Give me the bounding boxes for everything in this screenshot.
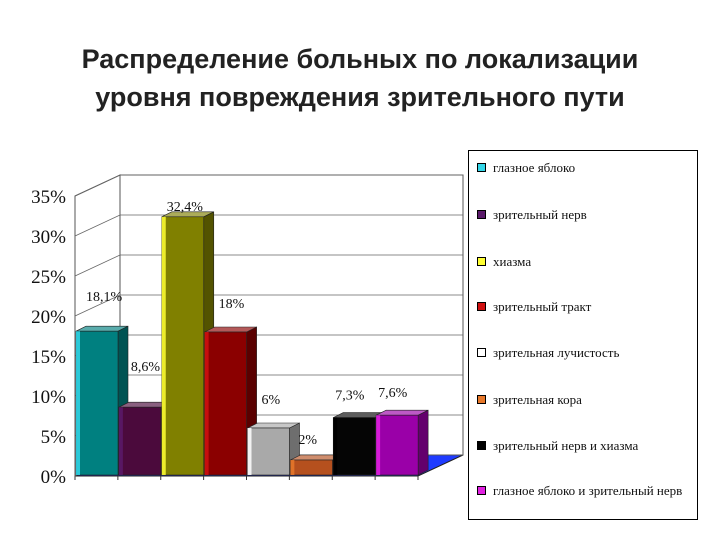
bar-highlight xyxy=(333,417,338,475)
bar-front xyxy=(247,427,290,476)
bar xyxy=(375,409,429,476)
gridline xyxy=(74,254,463,277)
legend-label: зрительный тракт xyxy=(493,299,592,314)
legend-label: зрительный нерв xyxy=(493,207,587,222)
legend-label: хиазма xyxy=(493,254,532,269)
y-tick-label: 25% xyxy=(31,267,66,288)
bar-highlight xyxy=(290,460,295,475)
value-label: 18,1% xyxy=(86,290,123,305)
legend-label: зрительный нерв и хиазма xyxy=(493,438,639,453)
value-label: 2% xyxy=(298,433,317,448)
bar-front xyxy=(161,216,205,476)
legend-swatch xyxy=(477,210,486,219)
gridline xyxy=(74,214,463,237)
y-tick-label: 5% xyxy=(41,427,67,448)
bar-front xyxy=(290,459,333,476)
chart-legend: глазное яблоко зрительный нерв хиазма зрите… xyxy=(468,150,698,520)
legend-label: зрительная кора xyxy=(493,392,582,407)
legend-swatch xyxy=(477,163,486,172)
legend-item: зрительная кора xyxy=(477,391,693,408)
value-label: 6% xyxy=(262,393,281,408)
gridline xyxy=(74,294,463,317)
bar-side xyxy=(417,409,429,476)
bar-front xyxy=(204,331,247,476)
bar-front xyxy=(375,414,419,476)
y-axis-tick-labels: 0% 5% 10% 15% 20% 25% 30% 35% xyxy=(31,187,66,488)
y-tick-label: 20% xyxy=(31,307,66,328)
legend-item: зрительный тракт xyxy=(477,298,693,315)
bar xyxy=(204,326,257,476)
y-tick-label: 0% xyxy=(41,467,67,488)
legend-swatch xyxy=(477,486,486,495)
bar-highlight xyxy=(376,415,381,475)
y-tick-label: 15% xyxy=(31,347,66,368)
legend-label: зрительная лучистость xyxy=(493,345,620,360)
chart-title-line-2: уровня повреждения зрительного пути xyxy=(95,82,625,112)
legend-label: глазное яблоко и зрительный нерв xyxy=(493,483,683,498)
value-labels: 18,1% 8,6% 32,4% 18% 6% 2% 7,3% 7,6% xyxy=(86,200,408,448)
legend-label: глазное яблоко xyxy=(493,160,576,175)
value-label: 8,6% xyxy=(131,360,161,375)
y-tick-label: 30% xyxy=(31,227,66,248)
legend-item: зрительный нерв и хиазма xyxy=(477,437,693,454)
bar-highlight xyxy=(161,216,166,476)
gridline xyxy=(74,174,463,197)
chart-title-line-1: Распределение больных по локализации xyxy=(81,44,639,74)
legend-swatch xyxy=(477,302,486,311)
bar-highlight xyxy=(247,428,252,475)
legend-swatch xyxy=(477,257,486,266)
legend-item: глазное яблоко xyxy=(477,159,693,176)
legend-swatch xyxy=(477,441,486,450)
chart-title: Распределение больных по локализации уро… xyxy=(0,40,720,116)
bar xyxy=(247,422,300,476)
chart-bars xyxy=(75,211,429,476)
bar-highlight xyxy=(204,332,209,475)
legend-item: зрительный нерв xyxy=(477,206,693,223)
legend-item: хиазма xyxy=(477,253,693,270)
value-label: 32,4% xyxy=(167,200,204,215)
bar-front xyxy=(332,417,376,476)
bar-highlight xyxy=(76,331,80,475)
legend-swatch xyxy=(477,348,486,357)
value-label: 18% xyxy=(219,297,245,312)
bar-front xyxy=(118,406,162,476)
value-label: 7,6% xyxy=(378,386,408,401)
bar-highlight xyxy=(118,407,123,475)
y-tick-label: 35% xyxy=(31,187,66,208)
legend-item: глазное яблоко и зрительный нерв xyxy=(477,482,693,499)
legend-item: зрительная лучистость xyxy=(477,344,693,361)
value-label: 7,3% xyxy=(335,389,365,404)
bar-front xyxy=(75,330,119,476)
legend-swatch xyxy=(477,395,486,404)
y-tick-label: 10% xyxy=(31,387,66,408)
